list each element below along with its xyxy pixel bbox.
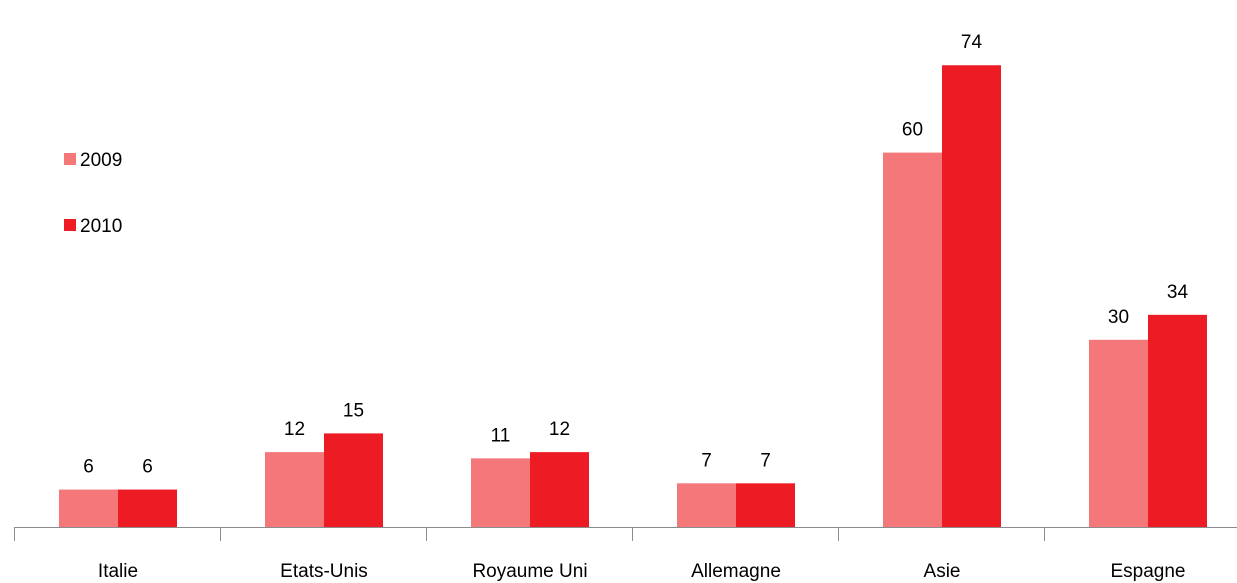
value-label-asie-2009: 60 bbox=[902, 120, 923, 141]
value-label-allemagne-2010: 7 bbox=[760, 450, 771, 471]
value-label-allemagne-2009: 7 bbox=[701, 450, 712, 471]
legend-swatch-2009 bbox=[64, 153, 76, 165]
value-label-italie-2010: 6 bbox=[142, 457, 153, 478]
bar-asie-2009 bbox=[883, 152, 942, 527]
category-label-espagne: Espagne bbox=[1110, 561, 1185, 582]
category-label-asie: Asie bbox=[924, 561, 961, 582]
category-label-italie: Italie bbox=[98, 561, 138, 582]
value-label-asie-2010: 74 bbox=[961, 32, 983, 53]
value-label-royaume-uni-2009: 11 bbox=[491, 425, 511, 446]
value-label-etats-unis-2009: 12 bbox=[284, 419, 305, 440]
bar-etats-unis-2010 bbox=[324, 433, 383, 527]
bar-espagne-2010 bbox=[1148, 314, 1207, 527]
bars bbox=[59, 65, 1207, 528]
value-label-royaume-uni-2010: 12 bbox=[549, 419, 570, 440]
category-label-allemagne: Allemagne bbox=[691, 561, 781, 582]
bar-allemagne-2009 bbox=[677, 483, 736, 527]
legend-label-2009: 2009 bbox=[80, 150, 122, 171]
value-label-espagne-2009: 30 bbox=[1108, 307, 1129, 328]
category-label-etats-unis: Etats-Unis bbox=[280, 561, 368, 582]
category-label-royaume-uni: Royaume Uni bbox=[472, 561, 587, 582]
x-axis bbox=[14, 527, 1237, 541]
bar-espagne-2009 bbox=[1089, 339, 1148, 527]
bar-asie-2010 bbox=[942, 65, 1001, 528]
bar-etats-unis-2009 bbox=[265, 452, 324, 527]
bar-royaume-uni-2010 bbox=[530, 452, 589, 527]
category-labels: Italie Etats-Unis Royaume Uni Allemagne Asie… bbox=[98, 561, 1186, 582]
value-label-etats-unis-2010: 15 bbox=[343, 400, 364, 421]
bar-royaume-uni-2009 bbox=[471, 458, 530, 527]
value-label-italie-2009: 6 bbox=[83, 457, 94, 478]
bar-italie-2009 bbox=[59, 489, 118, 527]
value-labels: 6 6 12 15 11 12 7 7 60 74 30 34 bbox=[83, 32, 1188, 477]
legend: 2009 2010 bbox=[64, 150, 122, 237]
value-label-espagne-2010: 34 bbox=[1167, 282, 1189, 303]
legend-label-2010: 2010 bbox=[80, 216, 122, 237]
bar-italie-2010 bbox=[118, 489, 177, 527]
bar-allemagne-2010 bbox=[736, 483, 795, 527]
legend-swatch-2010 bbox=[64, 219, 76, 231]
